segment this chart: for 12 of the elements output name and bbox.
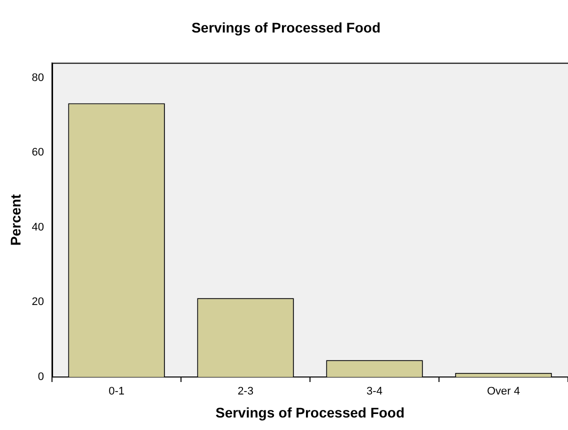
x-tick-label: Over 4 (486, 386, 520, 398)
y-tick-label: 60 (32, 146, 44, 159)
y-tick-label: 40 (32, 221, 44, 234)
y-tick-label: 0 (38, 371, 44, 384)
y-tick-label: 20 (32, 296, 44, 308)
x-axis-title: Servings of Processed Food (215, 404, 405, 420)
y-tick-label: 80 (32, 72, 44, 84)
chart-title: Servings of Processed Food (191, 19, 381, 36)
y-axis-title: Percent (7, 194, 24, 246)
x-tick-label: 2-3 (238, 386, 254, 398)
x-tick-label: 0-1 (108, 386, 124, 398)
x-tick-label: 3-4 (366, 386, 382, 398)
